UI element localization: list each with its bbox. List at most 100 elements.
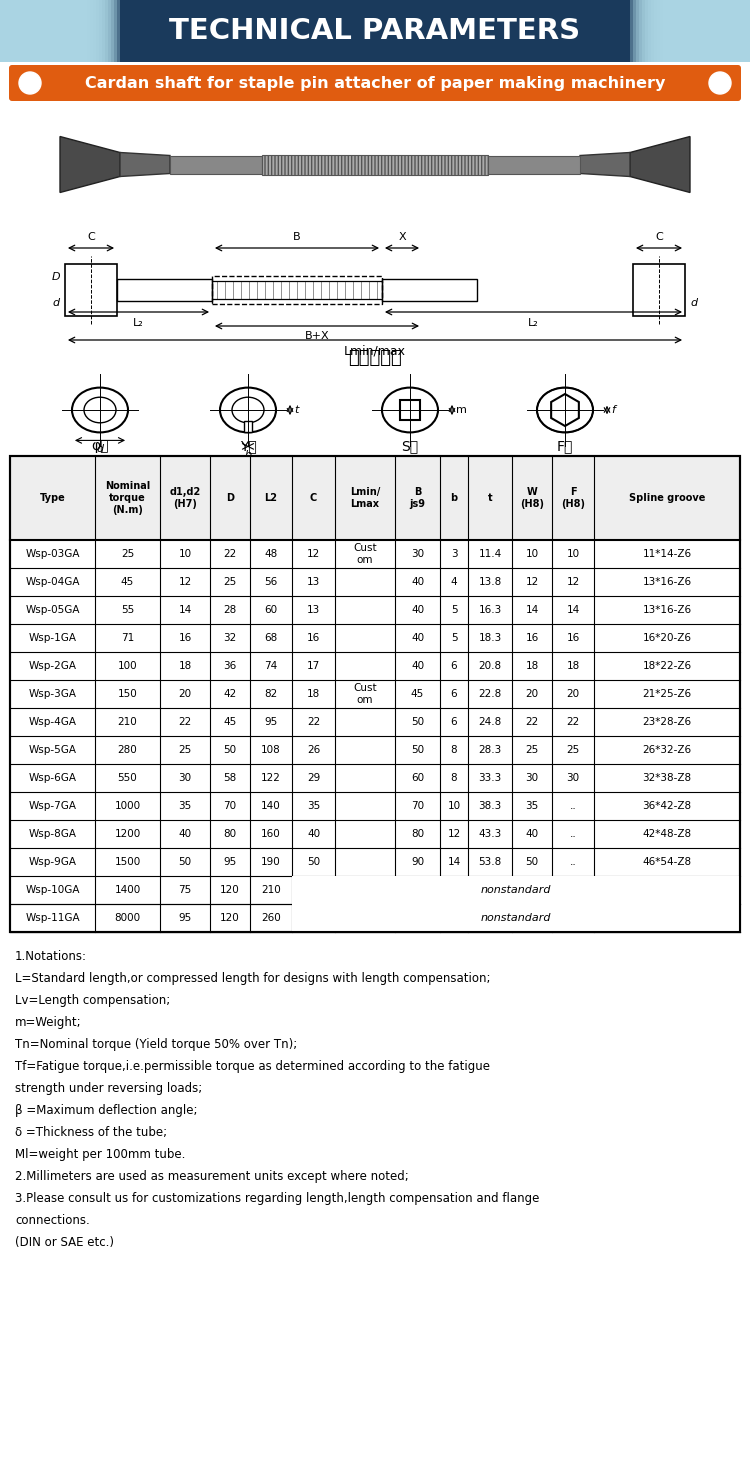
Text: W
(H8): W (H8)	[520, 488, 544, 509]
Bar	[636, 0, 750, 62]
Text: m: m	[456, 405, 466, 416]
Bar	[633, 264, 685, 315]
Bar	[720, 0, 750, 62]
Text: 12: 12	[447, 828, 460, 839]
Text: 46*54-Z8: 46*54-Z8	[643, 856, 692, 867]
Bar	[117, 279, 212, 301]
Text: 22: 22	[307, 716, 320, 727]
Text: 95: 95	[264, 716, 278, 727]
Bar	[645, 0, 750, 62]
Text: 58: 58	[224, 772, 237, 783]
Bar	[0, 0, 105, 62]
Text: Wsp-4GA: Wsp-4GA	[28, 716, 76, 727]
Text: 53.8: 53.8	[478, 856, 502, 867]
Text: 40: 40	[411, 604, 424, 615]
Bar	[726, 0, 750, 62]
Text: connections.: connections.	[15, 1215, 90, 1226]
Text: 22.8: 22.8	[478, 688, 502, 699]
Bar	[0, 0, 111, 62]
Text: 60: 60	[411, 772, 424, 783]
Text: Ml=weight per 100mm tube.: Ml=weight per 100mm tube.	[15, 1148, 185, 1162]
Text: 35: 35	[307, 800, 320, 811]
Text: t: t	[294, 405, 298, 416]
Text: ..: ..	[570, 800, 576, 811]
Bar	[244, 420, 252, 432]
Text: 22: 22	[566, 716, 580, 727]
Text: 成品孔型式: 成品孔型式	[348, 349, 402, 367]
Text: 12: 12	[178, 576, 192, 587]
Text: 20: 20	[526, 688, 538, 699]
Text: 95: 95	[178, 912, 192, 923]
Bar	[702, 0, 750, 62]
Text: Wsp-10GA: Wsp-10GA	[26, 884, 80, 895]
Text: 100: 100	[118, 660, 137, 671]
Circle shape	[709, 72, 731, 94]
Text: 10: 10	[526, 548, 538, 559]
Text: 10: 10	[566, 548, 580, 559]
Text: 25: 25	[121, 548, 134, 559]
Text: 6: 6	[451, 716, 458, 727]
Bar	[696, 0, 750, 62]
Text: 14: 14	[447, 856, 460, 867]
Bar	[0, 0, 39, 62]
Text: 140: 140	[261, 800, 280, 811]
Text: 210: 210	[261, 884, 280, 895]
Text: 25: 25	[566, 744, 580, 755]
Text: 50: 50	[411, 744, 424, 755]
Text: 74: 74	[264, 660, 278, 671]
Bar	[0, 0, 18, 62]
Bar	[0, 0, 81, 62]
Text: Wsp-2GA: Wsp-2GA	[28, 660, 76, 671]
Text: 33.3: 33.3	[478, 772, 502, 783]
Text: 70: 70	[411, 800, 424, 811]
Text: 48: 48	[264, 548, 278, 559]
Text: 10: 10	[178, 548, 191, 559]
Text: 1200: 1200	[114, 828, 141, 839]
Text: 18: 18	[525, 660, 538, 671]
Text: 18.3: 18.3	[478, 632, 502, 643]
Text: ..: ..	[570, 856, 576, 867]
Bar	[666, 0, 750, 62]
Bar	[0, 0, 12, 62]
Text: 50: 50	[411, 716, 424, 727]
Text: 80: 80	[411, 828, 424, 839]
Text: Lmin/max: Lmin/max	[344, 343, 406, 357]
Text: 21*25-Z6: 21*25-Z6	[643, 688, 692, 699]
Text: Cust
om: Cust om	[353, 684, 376, 705]
Text: 13.8: 13.8	[478, 576, 502, 587]
Bar	[0, 0, 15, 62]
Bar	[708, 0, 750, 62]
Text: 26*32-Z6: 26*32-Z6	[643, 744, 692, 755]
Text: 8000: 8000	[115, 912, 140, 923]
Text: δ =Thickness of the tube;: δ =Thickness of the tube;	[15, 1126, 167, 1139]
Text: 42: 42	[224, 688, 237, 699]
Bar	[0, 0, 60, 62]
Bar	[0, 0, 57, 62]
Bar	[0, 0, 99, 62]
Text: B
js9: B js9	[410, 488, 425, 509]
Text: 20: 20	[566, 688, 580, 699]
Text: 29: 29	[307, 772, 320, 783]
Text: 16*20-Z6: 16*20-Z6	[643, 632, 692, 643]
Bar	[0, 0, 96, 62]
Text: 80: 80	[224, 828, 236, 839]
Text: Wsp-7GA: Wsp-7GA	[28, 800, 76, 811]
Polygon shape	[120, 152, 170, 177]
Bar	[170, 155, 262, 174]
Bar	[744, 0, 750, 62]
Bar	[0, 0, 114, 62]
Bar	[10, 455, 740, 932]
Bar	[0, 0, 21, 62]
Text: Tf=Fatigue torque,i.e.permissible torque as determined according to the fatigue: Tf=Fatigue torque,i.e.permissible torque…	[15, 1060, 490, 1073]
Bar	[630, 0, 750, 62]
Text: 20: 20	[178, 688, 191, 699]
Text: 90: 90	[411, 856, 424, 867]
Polygon shape	[630, 137, 690, 193]
Text: 8: 8	[451, 772, 458, 783]
Bar	[400, 399, 420, 420]
Bar	[10, 455, 740, 932]
Text: X: X	[398, 231, 406, 242]
Bar	[292, 876, 740, 904]
Bar	[738, 0, 750, 62]
Bar	[729, 0, 750, 62]
